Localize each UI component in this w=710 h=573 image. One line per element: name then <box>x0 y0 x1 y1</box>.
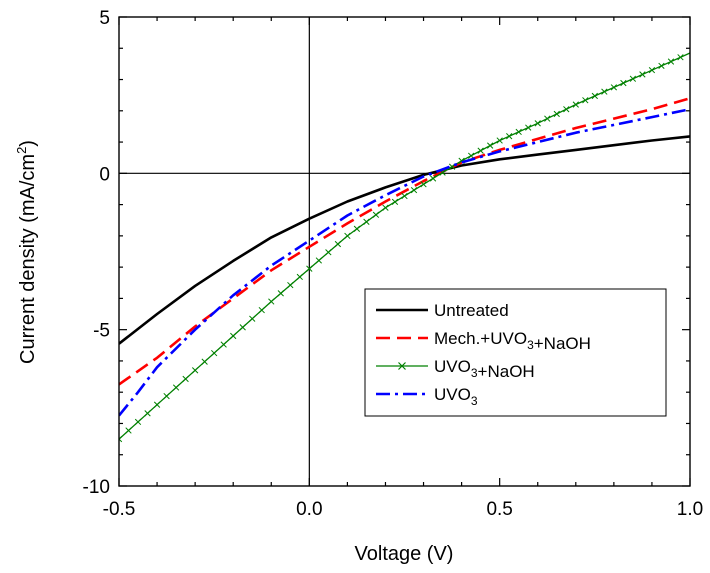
y-tick-label: 5 <box>99 8 110 29</box>
series-marker <box>467 152 475 159</box>
series-marker <box>677 54 684 61</box>
series-marker <box>525 124 532 131</box>
series-marker <box>448 163 456 170</box>
series-marker <box>401 192 408 200</box>
series-marker <box>544 115 551 122</box>
y-tick-label: 0 <box>99 164 110 185</box>
series-marker <box>201 358 208 365</box>
series-marker <box>658 62 665 70</box>
series-marker <box>486 142 494 149</box>
y-tick-label: -10 <box>83 477 110 498</box>
y-tick-label: -5 <box>93 321 110 342</box>
series-marker <box>277 290 284 297</box>
plot-area <box>119 17 690 486</box>
x-tick-label: 0.0 <box>296 499 322 520</box>
plot-frame <box>118 16 691 487</box>
axis-ticks: -0.5 0.0 0.5 1.0 5 0 -5 -10 <box>83 8 704 520</box>
series-marker <box>553 110 560 118</box>
series-marker <box>515 128 522 136</box>
series-marker <box>496 137 503 144</box>
series-marker <box>420 181 427 188</box>
series-marker <box>334 240 342 248</box>
series-marker <box>134 418 142 426</box>
legend-label-1: Mech.+UVO3+NaOH <box>434 329 591 353</box>
series-marker <box>429 175 437 182</box>
series-marker <box>182 375 189 383</box>
series-marker <box>249 315 256 322</box>
series-marker <box>191 367 199 374</box>
series-marker <box>325 249 332 256</box>
series-marker <box>563 106 570 113</box>
series-marker <box>582 97 589 104</box>
series-marker <box>363 218 370 225</box>
series-marker <box>125 427 132 434</box>
legend-label-3: UVO3 <box>434 385 478 408</box>
series-marker <box>629 75 637 82</box>
x-tick-label: 0.5 <box>486 499 512 520</box>
series-marker <box>239 324 246 331</box>
y-axis-title-close: ) <box>17 140 39 147</box>
x-tick-label: -0.5 <box>103 499 136 520</box>
series-marker <box>287 281 294 289</box>
series-marker <box>639 71 646 78</box>
series-marker <box>353 225 361 232</box>
series-marker <box>391 198 399 206</box>
legend-label-0: Untreated <box>434 301 509 320</box>
series-marker <box>601 88 608 95</box>
series-marker <box>306 265 313 272</box>
series-marker <box>591 92 598 100</box>
series-marker <box>382 204 389 211</box>
series-marker <box>211 349 218 357</box>
series-marker <box>230 332 237 340</box>
series-marker <box>268 298 275 305</box>
series-marker <box>667 58 675 65</box>
series-marker <box>144 410 151 417</box>
y-axis-title-sup: 2 <box>14 147 29 154</box>
series-marker <box>296 273 303 281</box>
series-marker <box>163 392 170 400</box>
y-axis-title-main: Current density (mA/cm <box>17 154 39 364</box>
series-marker <box>344 232 351 240</box>
legend-marker <box>398 362 406 370</box>
series-marker <box>648 66 656 74</box>
series-marker <box>372 211 380 218</box>
series-marker <box>534 120 541 127</box>
series-marker <box>153 401 161 408</box>
x-axis-title: Voltage (V) <box>355 543 454 565</box>
series-marker <box>506 133 513 140</box>
series-marker <box>410 186 418 194</box>
series-marker <box>258 306 265 314</box>
legend-label-2: UVO3+NaOH <box>434 357 535 381</box>
series-marker <box>315 257 323 264</box>
legend-box <box>364 288 667 417</box>
series-marker <box>477 147 484 154</box>
series-line-0 <box>119 135 690 345</box>
series-markers-2 <box>119 54 684 443</box>
series-line-1 <box>119 97 690 386</box>
y-axis-title: Current density (mA/cm2) <box>14 140 39 364</box>
x-tick-label: 1.0 <box>677 499 703 520</box>
series-marker <box>610 84 618 91</box>
series-marker <box>172 384 180 391</box>
series-marker <box>220 341 227 348</box>
series-marker <box>620 79 627 87</box>
series-marker <box>572 101 579 108</box>
legend: Untreated Mech.+UVO3+NaOH UVO3+NaOH UVO3 <box>364 288 667 417</box>
series-marker <box>119 435 123 443</box>
